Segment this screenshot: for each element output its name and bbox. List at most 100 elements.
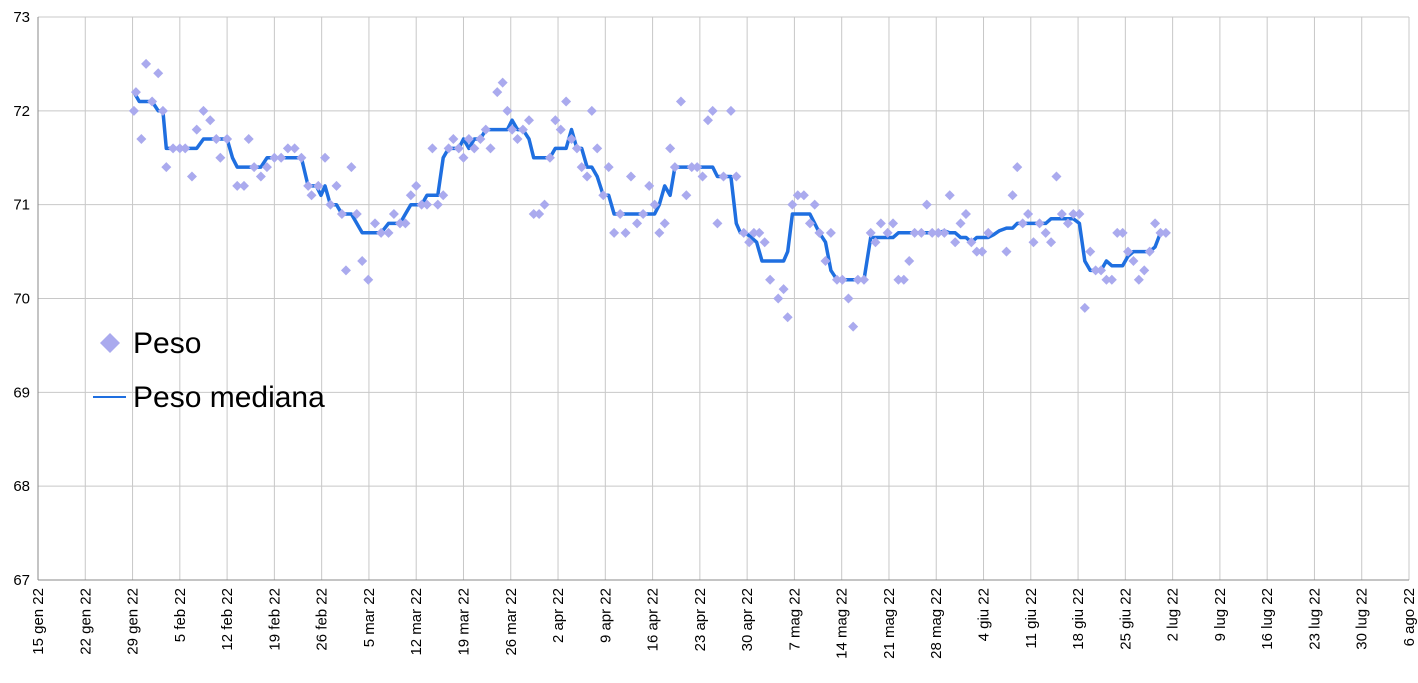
data-point-peso xyxy=(1017,218,1028,229)
series xyxy=(128,58,1171,332)
data-point-peso xyxy=(1139,265,1150,276)
data-point-peso xyxy=(798,190,809,201)
x-tick-label: 4 giu 22 xyxy=(976,588,993,641)
x-tick-label: 23 apr 22 xyxy=(692,588,709,651)
data-point-peso xyxy=(232,180,243,191)
data-point-peso xyxy=(1117,227,1128,238)
data-point-peso xyxy=(804,218,815,229)
x-tick-label: 22 gen 22 xyxy=(77,588,94,655)
data-point-peso xyxy=(186,171,197,182)
x-tick-label: 2 lug 22 xyxy=(1165,588,1182,641)
data-point-peso xyxy=(289,143,300,154)
data-point-peso xyxy=(502,105,513,116)
grid-lines xyxy=(37,16,1410,581)
data-point-peso xyxy=(686,162,697,173)
data-point-peso xyxy=(725,105,736,116)
data-point-peso xyxy=(1034,218,1045,229)
data-point-peso xyxy=(249,162,260,173)
x-tick-labels: 15 gen 22 22 gen 22 29 gen 22 5 feb 22 12 fe… xyxy=(30,588,1418,659)
x-tick-label: 9 apr 22 xyxy=(597,588,614,643)
data-point-peso xyxy=(939,227,950,238)
data-point-peso xyxy=(620,227,631,238)
data-point-peso xyxy=(707,105,718,116)
data-point-peso xyxy=(659,218,670,229)
data-point-peso xyxy=(416,199,427,210)
data-point-peso xyxy=(966,237,977,248)
data-point-peso xyxy=(325,199,336,210)
x-tick-label: 5 mar 22 xyxy=(361,588,378,647)
x-tick-label: 16 apr 22 xyxy=(645,588,662,651)
data-point-peso xyxy=(1074,209,1085,220)
data-point-peso xyxy=(820,255,831,266)
data-point-peso xyxy=(773,293,784,304)
data-point-peso xyxy=(438,190,449,201)
data-point-peso xyxy=(843,293,854,304)
data-point-peso xyxy=(211,133,222,144)
data-point-peso xyxy=(571,143,582,154)
data-point-peso xyxy=(443,143,454,154)
x-tick-label: 14 mag 22 xyxy=(834,588,851,659)
data-point-peso xyxy=(180,143,191,154)
data-point-peso xyxy=(782,312,793,323)
data-point-peso xyxy=(492,87,503,98)
x-tick-label: 12 mar 22 xyxy=(408,588,425,656)
data-point-peso xyxy=(303,180,314,191)
data-point-peso xyxy=(388,209,399,220)
data-point-peso xyxy=(977,246,988,257)
data-point-peso xyxy=(598,190,609,201)
legend-label-peso: Peso xyxy=(133,327,201,360)
data-point-peso xyxy=(261,162,272,173)
data-point-peso xyxy=(157,105,168,116)
data-point-peso xyxy=(1123,246,1134,257)
data-point-peso xyxy=(909,227,920,238)
data-point-peso xyxy=(550,115,561,126)
legend-item-peso: Peso xyxy=(100,327,201,360)
x-tick-label: 21 mag 22 xyxy=(881,588,898,659)
data-point-peso xyxy=(649,199,660,210)
x-tick-label: 26 feb 22 xyxy=(314,588,331,651)
data-point-peso xyxy=(831,274,842,285)
data-point-peso xyxy=(814,227,825,238)
data-point-peso xyxy=(675,96,686,107)
data-point-peso xyxy=(539,199,550,210)
data-point-peso xyxy=(1090,265,1101,276)
data-point-peso xyxy=(153,68,164,79)
data-point-peso xyxy=(566,133,577,144)
data-point-peso xyxy=(405,190,416,201)
data-point-peso xyxy=(1106,274,1117,285)
data-point-peso xyxy=(222,133,233,144)
y-tick-label: 73 xyxy=(13,9,30,26)
data-point-peso xyxy=(632,218,643,229)
data-point-peso xyxy=(893,274,904,285)
legend-label-peso-mediana: Peso mediana xyxy=(133,381,325,414)
y-tick-label: 68 xyxy=(13,478,30,495)
data-point-peso xyxy=(1112,227,1123,238)
data-point-peso xyxy=(269,152,280,163)
data-point-peso xyxy=(870,237,881,248)
data-point-peso xyxy=(1079,302,1090,313)
x-tick-label: 16 lug 22 xyxy=(1259,588,1276,650)
data-point-peso xyxy=(1160,227,1171,238)
data-point-peso xyxy=(1101,274,1112,285)
data-point-peso xyxy=(191,124,202,135)
data-point-peso xyxy=(351,209,362,220)
data-point-peso xyxy=(276,152,287,163)
data-point-peso xyxy=(1062,218,1073,229)
x-tick-label: 26 mar 22 xyxy=(503,588,520,656)
data-point-peso xyxy=(582,171,593,182)
data-point-peso xyxy=(480,124,491,135)
data-point-peso xyxy=(712,218,723,229)
data-point-peso xyxy=(971,246,982,257)
data-point-peso xyxy=(1155,227,1166,238)
data-point-peso xyxy=(128,105,139,116)
y-tick-label: 69 xyxy=(13,384,30,401)
data-point-peso xyxy=(738,227,749,238)
data-point-peso xyxy=(422,199,433,210)
data-point-peso xyxy=(463,133,474,144)
data-point-peso xyxy=(1028,237,1039,248)
data-point-peso xyxy=(576,162,587,173)
data-point-peso xyxy=(485,143,496,154)
data-point-peso xyxy=(282,143,293,154)
data-point-peso xyxy=(205,115,216,126)
data-point-peso xyxy=(376,227,387,238)
